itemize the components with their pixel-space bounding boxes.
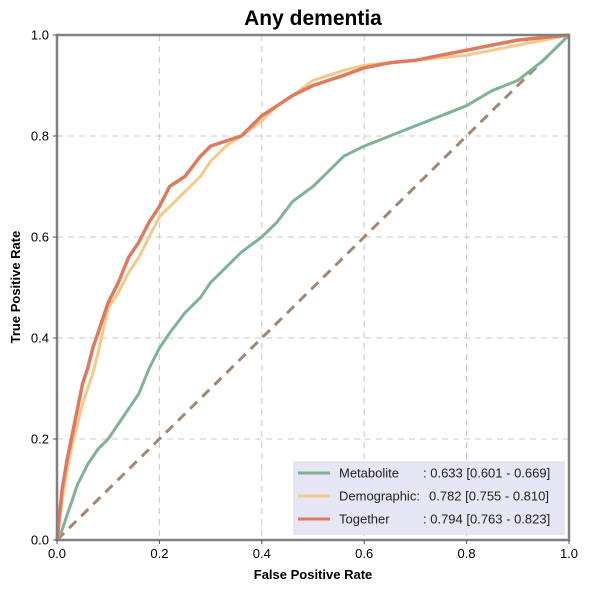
- y-tick-label: 0.4: [31, 331, 49, 346]
- x-tick-label: 0.6: [355, 546, 373, 561]
- x-tick-label: 0.2: [150, 546, 168, 561]
- legend: Metabolite : 0.633 [0.601 - 0.669]Demogra…: [293, 461, 565, 535]
- legend-auc-together: : 0.794 [0.763 - 0.823]: [423, 512, 550, 527]
- roc-curves: [55, 33, 571, 541]
- y-tick-label: 1.0: [31, 28, 49, 43]
- y-tick-label: 0.6: [31, 230, 49, 245]
- series-line-metabolite: [55, 33, 571, 541]
- x-tick-label: 1.0: [560, 546, 578, 561]
- x-axis-title: False Positive Rate: [254, 567, 373, 582]
- x-tick-label: 0.8: [458, 546, 476, 561]
- x-tick-label: 0.0: [48, 546, 66, 561]
- legend-auc-demographic: 0.782 [0.755 - 0.810]: [429, 489, 549, 504]
- y-tick-label: 0.0: [31, 533, 49, 548]
- y-axis-title: True Positive Rate: [8, 231, 23, 344]
- legend-auc-metabolite: : 0.633 [0.601 - 0.669]: [423, 466, 550, 481]
- chart-title: Any dementia: [244, 7, 382, 30]
- grid: [57, 35, 569, 540]
- x-tick-label: 0.4: [253, 546, 271, 561]
- legend-label-together: Together: [339, 512, 390, 527]
- y-axis-ticks: 0.0 0.2 0.4 0.6 0.8 1.0: [31, 28, 57, 548]
- legend-box: [293, 461, 565, 535]
- y-tick-label: 0.8: [31, 129, 49, 144]
- series-line-together: [55, 33, 570, 541]
- legend-label-metabolite: Metabolite: [339, 466, 399, 481]
- legend-label-demographic: Demographic:: [339, 489, 420, 504]
- x-axis-ticks: 0.0 0.2 0.4 0.6 0.8 1.0: [48, 540, 578, 561]
- plot-frame: [55, 33, 571, 542]
- chance-reference-line: [55, 33, 571, 542]
- y-tick-label: 0.2: [31, 432, 49, 447]
